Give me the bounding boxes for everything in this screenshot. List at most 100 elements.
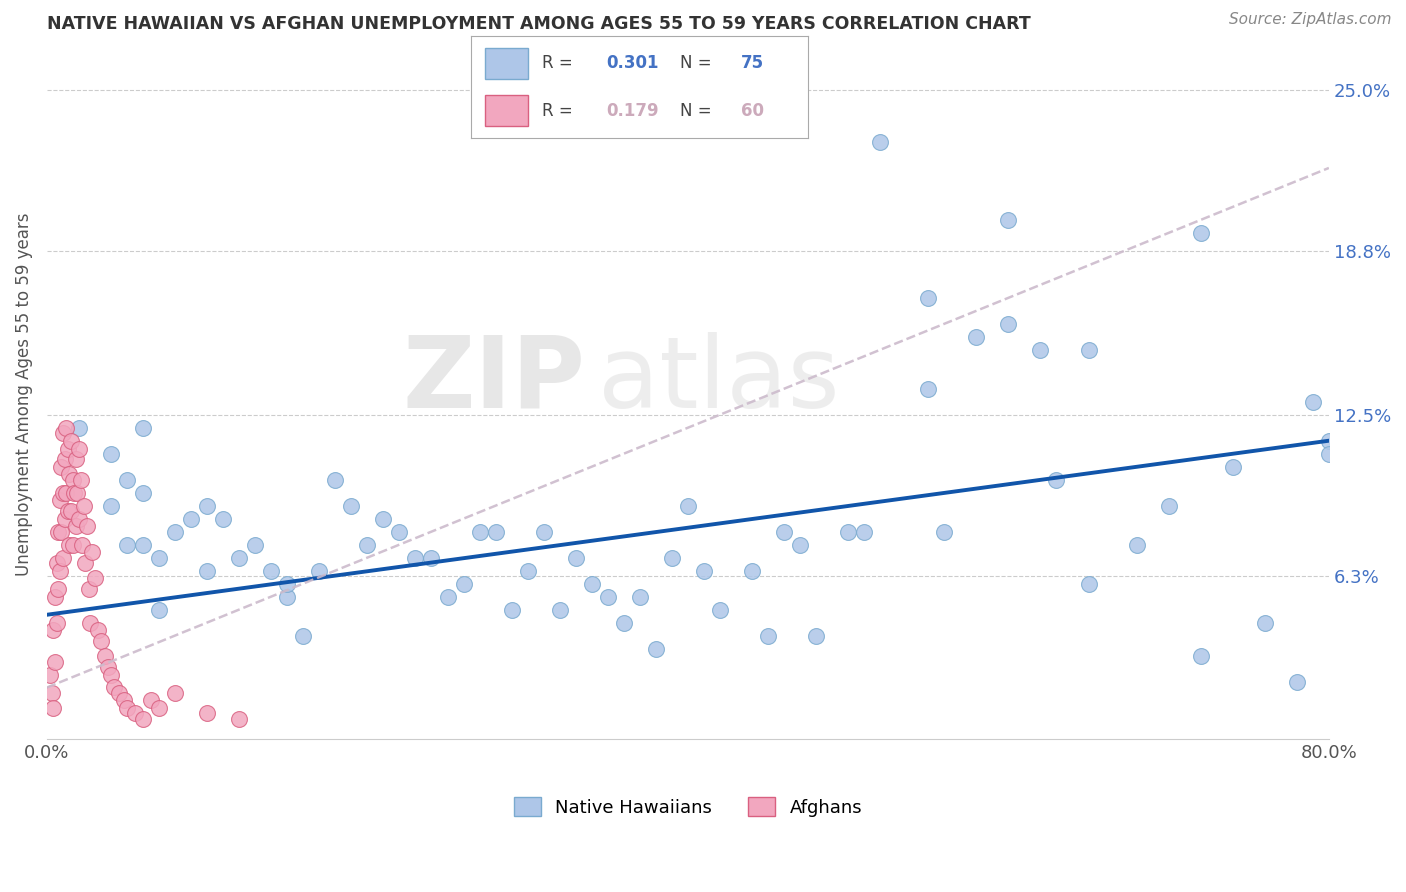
Point bbox=[388, 524, 411, 539]
Point bbox=[112, 693, 135, 707]
Text: R =: R = bbox=[541, 102, 578, 120]
Point bbox=[55, 421, 77, 435]
Point bbox=[80, 545, 103, 559]
Point bbox=[69, 473, 91, 487]
Point bbox=[59, 434, 82, 448]
Point bbox=[51, 524, 73, 539]
Point bbox=[42, 624, 65, 638]
Point bbox=[48, 493, 70, 508]
Point bbox=[76, 519, 98, 533]
Point bbox=[276, 576, 298, 591]
Point bbox=[55, 485, 77, 500]
Point bbox=[124, 706, 146, 721]
Point bbox=[260, 564, 283, 578]
Point bbox=[965, 330, 987, 344]
Text: NATIVE HAWAIIAN VS AFGHAN UNEMPLOYMENT AMONG AGES 55 TO 59 YEARS CORRELATION CHA: NATIVE HAWAIIAN VS AFGHAN UNEMPLOYMENT A… bbox=[46, 15, 1031, 33]
Point bbox=[148, 602, 170, 616]
Point bbox=[67, 421, 90, 435]
Point bbox=[100, 447, 122, 461]
Point bbox=[45, 556, 67, 570]
Point bbox=[628, 590, 651, 604]
Point bbox=[1222, 459, 1244, 474]
Point bbox=[228, 550, 250, 565]
Point bbox=[804, 628, 827, 642]
Point bbox=[44, 655, 66, 669]
Point bbox=[837, 524, 859, 539]
Point bbox=[1285, 675, 1308, 690]
Point bbox=[245, 538, 267, 552]
Point bbox=[533, 524, 555, 539]
Point bbox=[46, 582, 69, 596]
FancyBboxPatch shape bbox=[485, 95, 529, 126]
Point bbox=[180, 511, 202, 525]
Point bbox=[132, 538, 155, 552]
Point bbox=[66, 485, 89, 500]
Point bbox=[51, 459, 73, 474]
Point bbox=[1189, 649, 1212, 664]
Point bbox=[44, 590, 66, 604]
Point bbox=[65, 519, 87, 533]
Text: 0.179: 0.179 bbox=[606, 102, 658, 120]
Point bbox=[581, 576, 603, 591]
Point bbox=[139, 693, 162, 707]
Point bbox=[1189, 226, 1212, 240]
Point bbox=[39, 667, 62, 681]
Point bbox=[596, 590, 619, 604]
Point bbox=[1077, 576, 1099, 591]
Point bbox=[436, 590, 458, 604]
Point bbox=[65, 451, 87, 466]
Point bbox=[676, 499, 699, 513]
Point bbox=[308, 564, 330, 578]
Point bbox=[276, 590, 298, 604]
Point bbox=[373, 511, 395, 525]
Point bbox=[917, 382, 939, 396]
Point bbox=[1029, 343, 1052, 357]
Point bbox=[212, 511, 235, 525]
Text: 75: 75 bbox=[741, 54, 763, 72]
Point bbox=[90, 633, 112, 648]
Point bbox=[1157, 499, 1180, 513]
Point bbox=[62, 473, 84, 487]
Text: N =: N = bbox=[681, 102, 717, 120]
Point bbox=[73, 499, 96, 513]
Point bbox=[115, 701, 138, 715]
Point bbox=[97, 659, 120, 673]
Point bbox=[789, 538, 811, 552]
Point bbox=[42, 701, 65, 715]
Point bbox=[132, 712, 155, 726]
Point bbox=[59, 504, 82, 518]
Point bbox=[195, 499, 218, 513]
Y-axis label: Unemployment Among Ages 55 to 59 years: Unemployment Among Ages 55 to 59 years bbox=[15, 212, 32, 575]
Text: 0.301: 0.301 bbox=[606, 54, 658, 72]
Point bbox=[63, 485, 86, 500]
Point bbox=[148, 550, 170, 565]
Point bbox=[100, 667, 122, 681]
Point bbox=[148, 701, 170, 715]
Point bbox=[1254, 615, 1277, 630]
Text: atlas: atlas bbox=[598, 332, 839, 429]
Point bbox=[46, 524, 69, 539]
Point bbox=[45, 615, 67, 630]
Point bbox=[52, 485, 75, 500]
Point bbox=[84, 571, 107, 585]
Point bbox=[100, 499, 122, 513]
Point bbox=[340, 499, 363, 513]
Point bbox=[1317, 434, 1340, 448]
Legend: Native Hawaiians, Afghans: Native Hawaiians, Afghans bbox=[506, 790, 869, 823]
Point bbox=[115, 538, 138, 552]
Point bbox=[67, 511, 90, 525]
Point bbox=[53, 511, 76, 525]
Point bbox=[195, 564, 218, 578]
Point bbox=[1302, 394, 1324, 409]
Point bbox=[67, 442, 90, 456]
Point bbox=[56, 504, 79, 518]
Point bbox=[356, 538, 378, 552]
Point bbox=[228, 712, 250, 726]
Point bbox=[58, 538, 80, 552]
Point bbox=[325, 473, 347, 487]
FancyBboxPatch shape bbox=[485, 48, 529, 78]
Point bbox=[661, 550, 683, 565]
Point bbox=[1125, 538, 1147, 552]
Point bbox=[52, 425, 75, 440]
Point bbox=[70, 538, 93, 552]
